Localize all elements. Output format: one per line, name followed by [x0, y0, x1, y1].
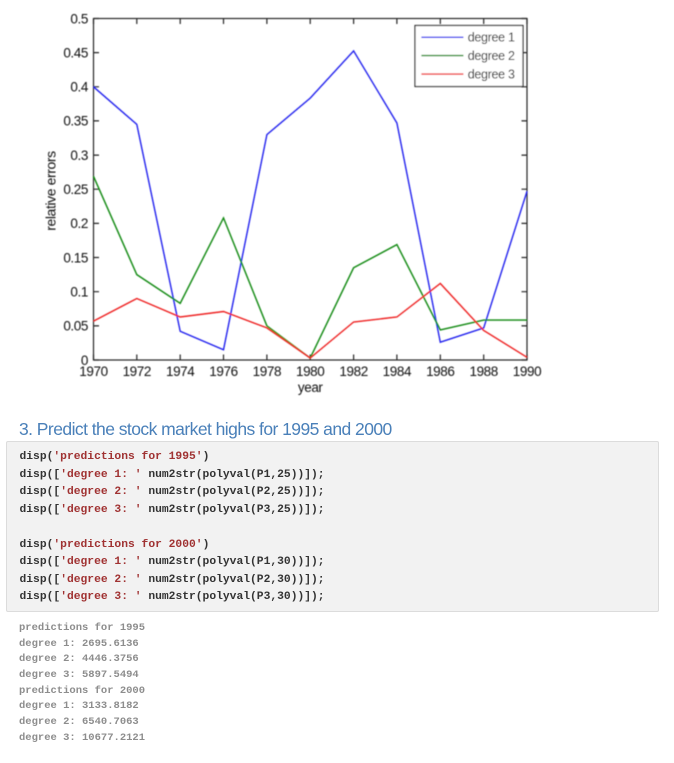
svg-text:0.25: 0.25 — [63, 182, 88, 197]
svg-text:1982: 1982 — [339, 364, 367, 379]
svg-text:0.2: 0.2 — [70, 216, 88, 231]
svg-text:1972: 1972 — [123, 364, 151, 379]
svg-text:0.05: 0.05 — [63, 319, 88, 334]
svg-text:degree 2: degree 2 — [468, 49, 515, 63]
svg-text:1990: 1990 — [513, 364, 541, 379]
svg-text:1980: 1980 — [296, 364, 324, 379]
svg-text:0.15: 0.15 — [63, 250, 88, 265]
svg-text:year: year — [298, 380, 324, 395]
svg-text:degree 1: degree 1 — [468, 31, 515, 45]
svg-text:0.3: 0.3 — [70, 148, 88, 163]
svg-text:0: 0 — [81, 353, 88, 368]
svg-text:0.35: 0.35 — [63, 114, 88, 129]
svg-text:1976: 1976 — [209, 364, 237, 379]
svg-text:0.5: 0.5 — [70, 11, 88, 26]
svg-text:degree 3: degree 3 — [468, 67, 515, 81]
svg-text:1986: 1986 — [426, 364, 454, 379]
svg-text:relative errors: relative errors — [43, 151, 59, 231]
svg-text:0.4: 0.4 — [70, 80, 88, 95]
svg-text:1978: 1978 — [253, 364, 281, 379]
svg-text:1984: 1984 — [383, 364, 412, 379]
svg-text:1970: 1970 — [79, 364, 107, 379]
svg-text:1988: 1988 — [469, 364, 497, 379]
svg-text:0.1: 0.1 — [70, 285, 88, 300]
svg-text:0.45: 0.45 — [63, 45, 88, 60]
svg-text:1974: 1974 — [166, 364, 195, 379]
